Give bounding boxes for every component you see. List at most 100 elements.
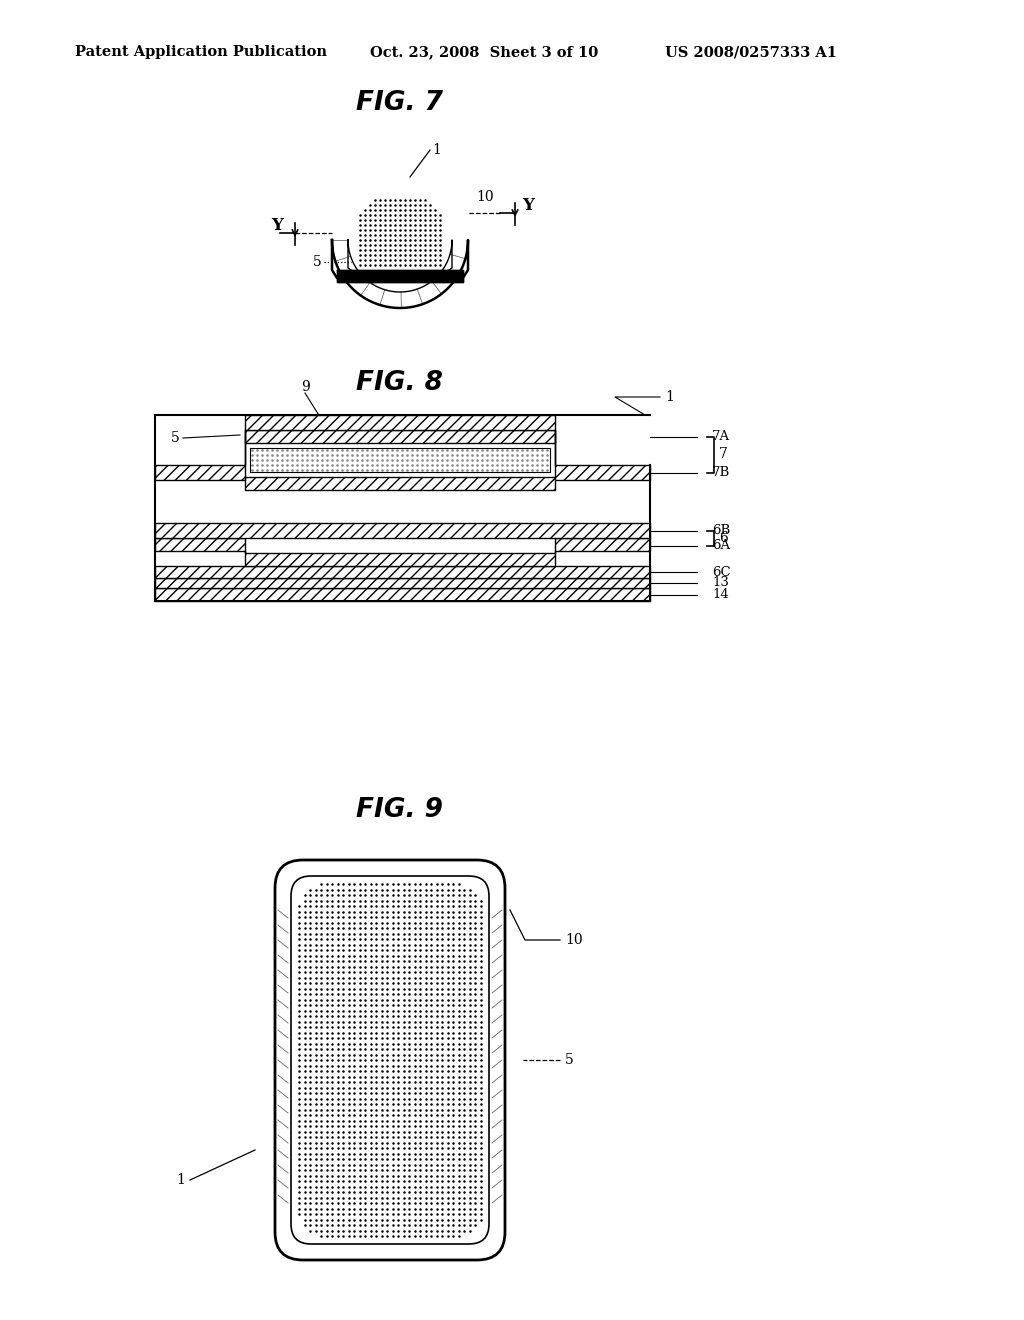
Point [346,1225,362,1246]
Point [379,1034,395,1055]
Point [330,956,346,977]
Point [451,956,467,977]
Text: FIG. 8: FIG. 8 [356,370,443,396]
Point [451,1115,467,1137]
Point [428,1220,444,1241]
Polygon shape [155,578,650,587]
Point [307,1199,324,1220]
Point [390,1105,407,1126]
Point [349,454,366,475]
Point [499,445,515,466]
Point [369,449,385,470]
Point [368,1204,384,1225]
Point [335,994,351,1015]
Point [467,1192,483,1213]
Point [379,895,395,916]
Point [330,917,346,939]
Point [291,1044,307,1065]
Point [461,890,477,911]
Point [346,1049,362,1071]
Point [340,961,356,982]
Point [384,879,400,900]
Point [312,1121,329,1142]
Point [269,449,286,470]
Point [407,1049,423,1071]
Point [472,1121,488,1142]
Point [451,1044,467,1065]
Point [451,983,467,1005]
Point [335,1143,351,1164]
Point [428,1204,444,1225]
Point [461,1110,477,1131]
Point [307,1138,324,1159]
Point [335,935,351,956]
Point [296,1126,312,1147]
Point [379,1209,395,1230]
Point [346,912,362,933]
Point [324,1209,340,1230]
Point [459,459,475,480]
Point [307,1209,324,1230]
Point [467,1055,483,1076]
Point [401,219,418,240]
Point [392,255,409,276]
Text: 5: 5 [565,1053,573,1067]
Point [313,449,330,470]
Point [434,1204,451,1225]
Point [330,902,346,923]
Point [472,917,488,939]
Point [356,249,373,271]
Point [324,1148,340,1170]
Point [428,1049,444,1071]
Text: FIG. 9: FIG. 9 [356,797,443,822]
Point [362,912,379,933]
Point [418,1115,434,1137]
Point [461,1001,477,1022]
Point [368,874,384,895]
Point [395,1171,412,1192]
Point [451,978,467,999]
Point [461,895,477,916]
Point [340,1060,356,1081]
Point [439,1166,456,1187]
Point [318,454,335,475]
Point [340,1011,356,1032]
Point [439,1138,456,1159]
Point [412,1044,428,1065]
Point [509,454,525,475]
Point [312,1110,329,1131]
Point [324,879,340,900]
Point [324,1060,340,1081]
Point [418,1011,434,1032]
Point [456,945,472,966]
Point [249,440,265,461]
Point [434,1171,451,1192]
Point [324,1088,340,1109]
Point [354,440,371,461]
Point [352,205,369,226]
Point [467,923,483,944]
Point [407,210,423,231]
Point [439,902,456,923]
Point [330,1204,346,1225]
Point [412,249,428,271]
Point [444,1001,461,1022]
Point [384,1225,400,1246]
Point [434,1143,451,1164]
Point [296,1001,312,1022]
Point [364,454,380,475]
Point [362,1133,379,1154]
Point [407,1093,423,1114]
Point [379,1192,395,1213]
Point [324,459,340,480]
Point [362,874,379,895]
Point [407,230,423,251]
Point [335,1077,351,1098]
Point [456,1115,472,1137]
Point [390,879,407,900]
Point [444,1115,461,1137]
Point [302,1060,318,1081]
Point [368,1126,384,1147]
Point [528,459,545,480]
Point [318,449,335,470]
